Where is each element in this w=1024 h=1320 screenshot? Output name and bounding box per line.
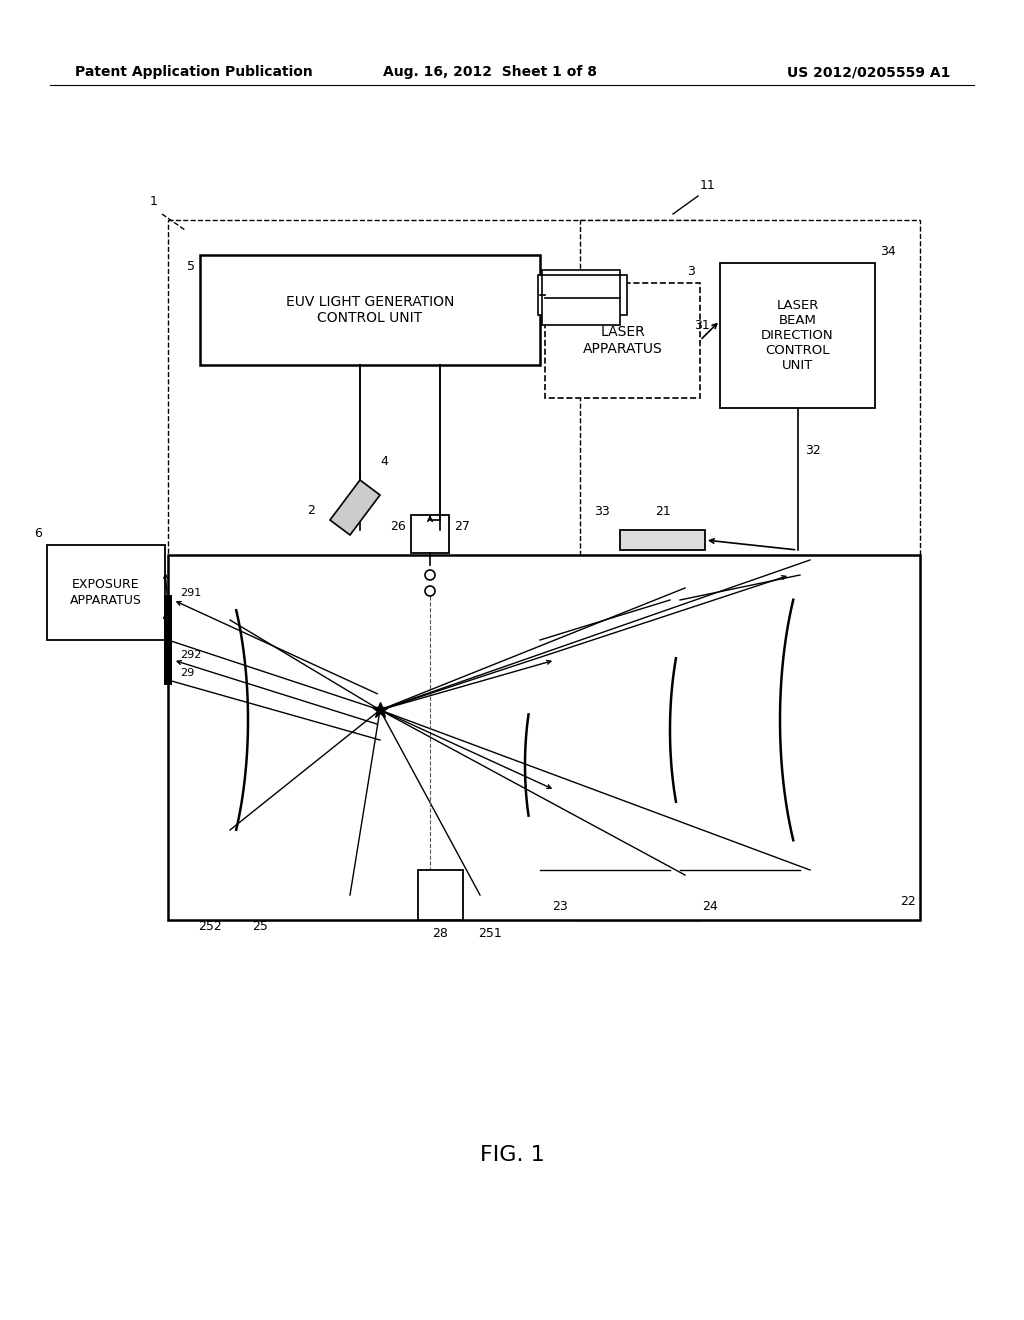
Text: 6: 6 xyxy=(34,527,42,540)
Bar xyxy=(200,255,540,366)
Text: 33: 33 xyxy=(594,506,610,517)
Bar xyxy=(168,554,920,920)
Text: 32: 32 xyxy=(806,444,821,457)
Bar xyxy=(545,282,700,399)
Text: 291: 291 xyxy=(180,587,202,598)
Bar xyxy=(418,870,463,920)
Bar xyxy=(411,515,449,553)
Bar xyxy=(47,545,165,640)
Bar xyxy=(542,271,620,325)
Text: LASER
APPARATUS: LASER APPARATUS xyxy=(583,326,663,355)
Text: 29: 29 xyxy=(180,668,195,678)
Bar xyxy=(720,263,874,408)
Text: Aug. 16, 2012  Sheet 1 of 8: Aug. 16, 2012 Sheet 1 of 8 xyxy=(383,65,597,79)
Text: EXPOSURE
APPARATUS: EXPOSURE APPARATUS xyxy=(70,578,142,606)
Text: LASER
BEAM
DIRECTION
CONTROL
UNIT: LASER BEAM DIRECTION CONTROL UNIT xyxy=(761,300,834,372)
Text: 2: 2 xyxy=(307,503,315,516)
Text: 27: 27 xyxy=(454,520,470,533)
Text: 26: 26 xyxy=(390,520,406,533)
Text: Patent Application Publication: Patent Application Publication xyxy=(75,65,312,79)
Text: 21: 21 xyxy=(654,506,671,517)
Bar xyxy=(538,275,627,315)
Text: 23: 23 xyxy=(552,900,568,913)
Text: 11: 11 xyxy=(700,180,716,191)
Text: 22: 22 xyxy=(900,895,915,908)
Bar xyxy=(164,595,172,685)
Text: EUV LIGHT GENERATION
CONTROL UNIT: EUV LIGHT GENERATION CONTROL UNIT xyxy=(286,294,455,325)
Polygon shape xyxy=(330,480,380,535)
Text: 5: 5 xyxy=(187,260,195,273)
Text: FIG. 1: FIG. 1 xyxy=(479,1144,545,1166)
Text: 34: 34 xyxy=(880,246,896,257)
Text: 4: 4 xyxy=(380,455,388,469)
Text: 25: 25 xyxy=(252,920,268,933)
Text: 24: 24 xyxy=(702,900,718,913)
Text: 31: 31 xyxy=(694,319,710,333)
Text: 292: 292 xyxy=(180,649,202,660)
Text: 251: 251 xyxy=(478,927,502,940)
Text: 28: 28 xyxy=(432,927,447,940)
Text: 252: 252 xyxy=(198,920,222,933)
Bar xyxy=(580,220,920,920)
Text: 3: 3 xyxy=(687,265,695,279)
Text: 1: 1 xyxy=(151,195,158,209)
Bar xyxy=(620,531,705,550)
Text: US 2012/0205559 A1: US 2012/0205559 A1 xyxy=(786,65,950,79)
Bar xyxy=(168,220,702,920)
